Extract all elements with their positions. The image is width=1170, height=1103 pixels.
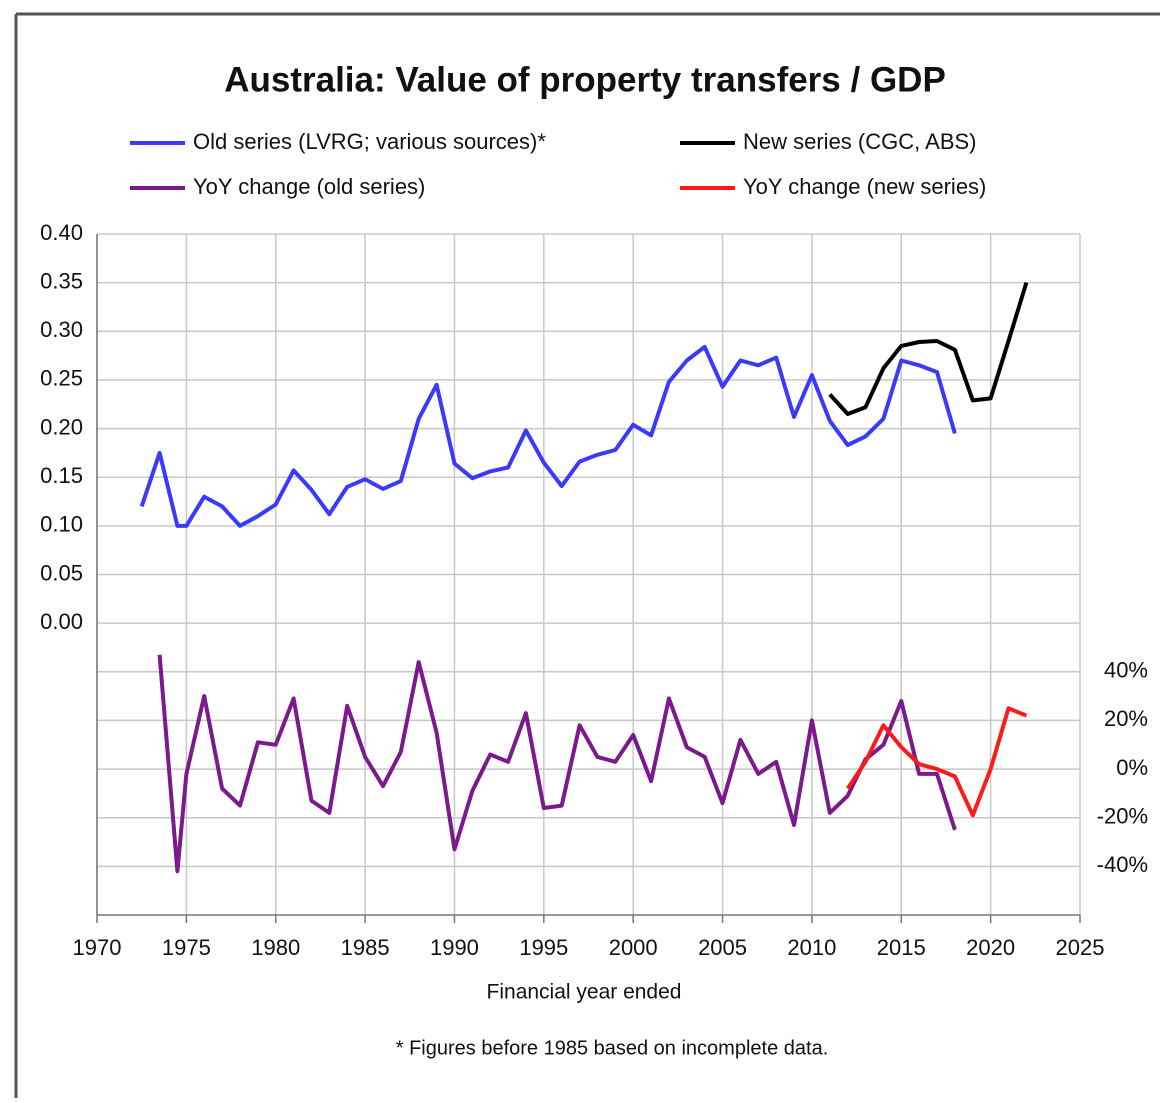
x-tick-label: 2000 [609, 935, 658, 960]
legend-label: YoY change (old series) [193, 174, 425, 199]
x-tick-label: 2010 [787, 935, 836, 960]
legend-label: Old series (LVRG; various sources)* [193, 129, 546, 154]
x-tick-label: 2015 [877, 935, 926, 960]
legend-label: YoY change (new series) [743, 174, 986, 199]
x-tick-label: 2025 [1056, 935, 1105, 960]
x-tick-label: 1985 [341, 935, 390, 960]
x-tick-label: 1970 [73, 935, 122, 960]
y2-tick-label: 20% [1104, 706, 1148, 731]
series-line [157, 654, 957, 874]
series-line [846, 706, 1028, 818]
y-tick-label: 0.15 [40, 463, 83, 488]
y-tick-label: 0.40 [40, 220, 83, 245]
y2-tick-label: 0% [1116, 755, 1148, 780]
x-tick-label: 2005 [698, 935, 747, 960]
y2-tick-label: -40% [1097, 852, 1148, 877]
y2-tick-label: 40% [1104, 658, 1148, 683]
y2-tick-label: -20% [1097, 804, 1148, 829]
x-tick-label: 2020 [966, 935, 1015, 960]
x-tick-label: 1995 [519, 935, 568, 960]
x-tick-label: 1990 [430, 935, 479, 960]
y-tick-label: 0.05 [40, 560, 83, 585]
x-tick-label: 1975 [162, 935, 211, 960]
chart-title: Australia: Value of property transfers /… [224, 60, 946, 99]
series-line [828, 282, 1029, 416]
y-tick-label: 0.20 [40, 414, 83, 439]
y-tick-label: 0.10 [40, 512, 83, 537]
y-tick-label: 0.30 [40, 317, 83, 342]
y-tick-label: 0.00 [40, 609, 83, 634]
x-axis-label: Financial year ended [487, 981, 682, 1004]
y-tick-label: 0.35 [40, 268, 83, 293]
footnote: * Figures before 1985 based on incomplet… [396, 1037, 829, 1059]
series-line [139, 344, 957, 528]
legend-label: New series (CGC, ABS) [743, 129, 977, 154]
y-tick-label: 0.25 [40, 366, 83, 391]
x-tick-label: 1980 [251, 935, 300, 960]
